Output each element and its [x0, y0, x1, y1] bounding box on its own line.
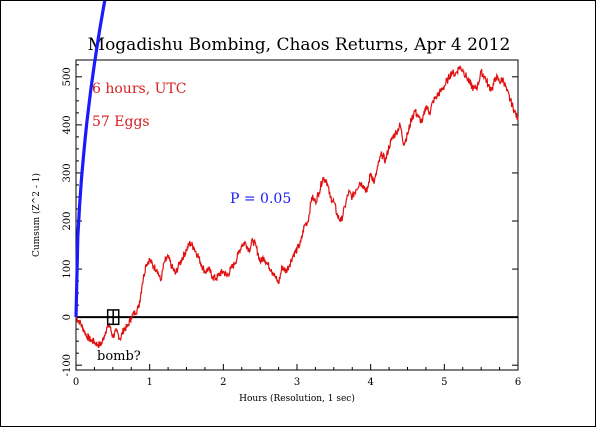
chart-title: Mogadishu Bombing, Chaos Returns, Apr 4 …	[88, 35, 511, 55]
annotation-egg-count: 57 Eggs	[92, 114, 150, 130]
y-tick-label: 500	[62, 67, 73, 86]
x-tick-label: 1	[146, 377, 152, 388]
x-tick-label: 2	[220, 377, 226, 388]
annotation-probability: P = 0.05	[230, 191, 291, 207]
annotation-duration: 6 hours, UTC	[92, 81, 186, 97]
y-tick-label: 300	[62, 163, 73, 182]
y-tick-label: -100	[62, 354, 73, 376]
plot-area	[75, 59, 519, 371]
x-tick-label: 0	[73, 377, 79, 388]
cumsum-line	[75, 65, 519, 349]
annotation-event: bomb?	[97, 349, 141, 364]
x-tick-label: 4	[367, 377, 373, 388]
y-tick-label: 400	[62, 115, 73, 134]
x-tick-label: 3	[294, 377, 300, 388]
y-axis-label: Cumsum (Z^2 - 1)	[31, 173, 42, 257]
y-tick-label: 0	[62, 314, 73, 320]
y-tick-label: 100	[62, 260, 73, 279]
y-tick-label: 200	[62, 211, 73, 230]
x-tick-label: 5	[441, 377, 447, 388]
x-axis-label: Hours (Resolution, 1 sec)	[239, 393, 355, 404]
x-tick-label: 6	[515, 377, 521, 388]
